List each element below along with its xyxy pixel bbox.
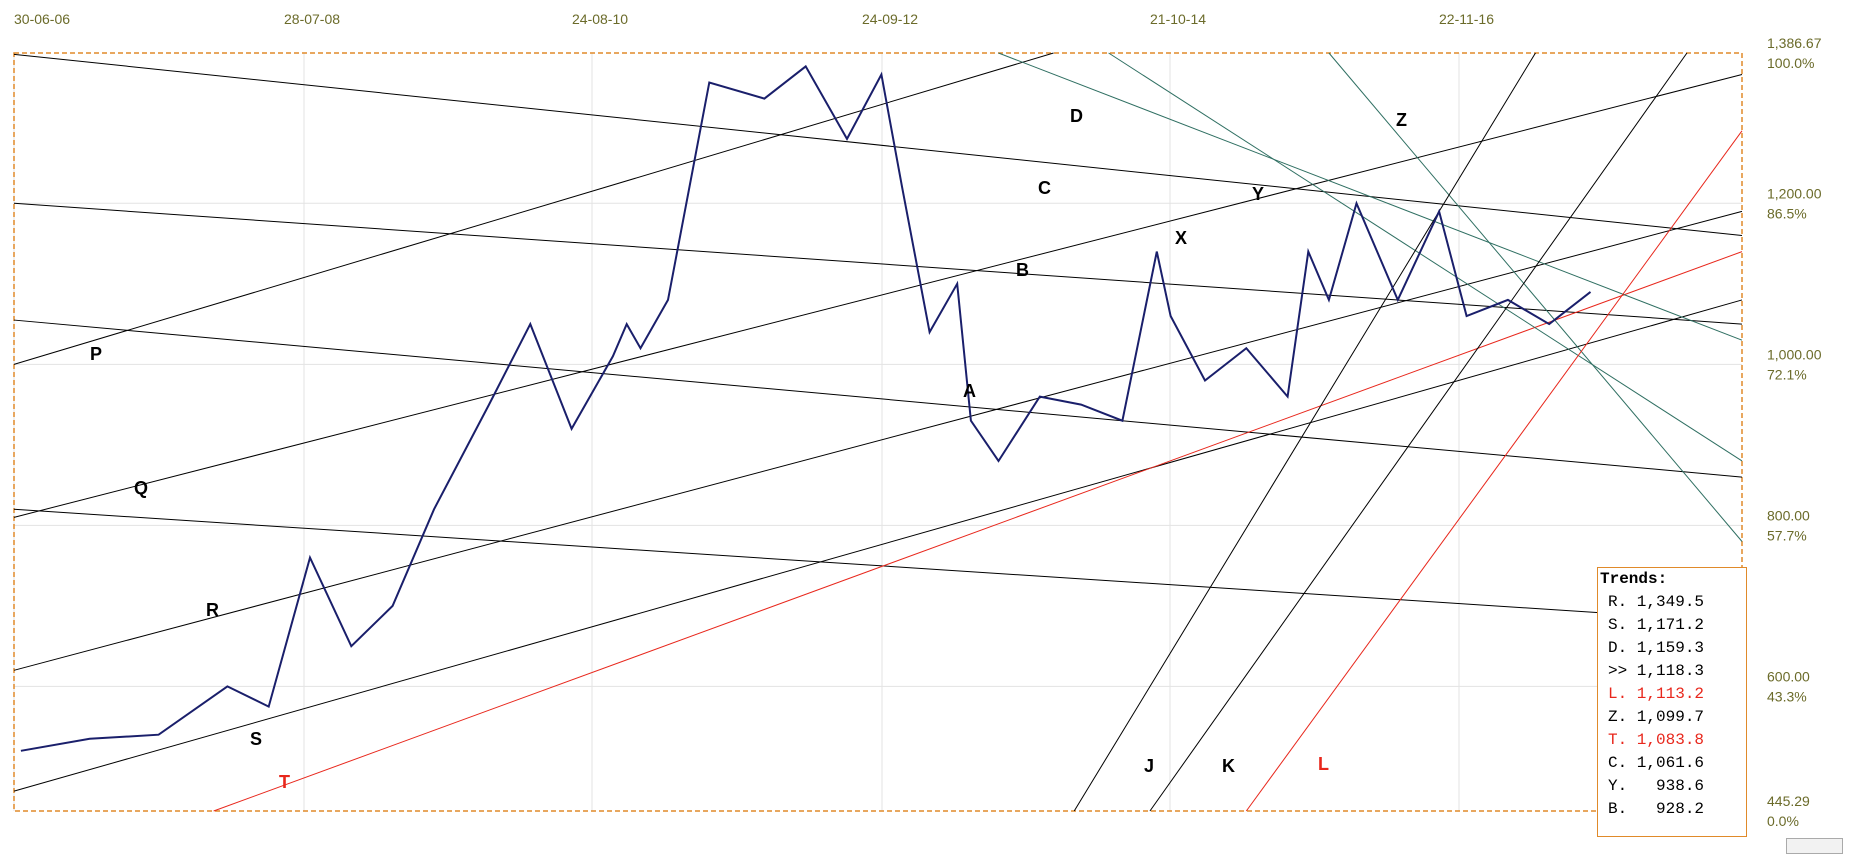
y-price-tick-label: 445.29: [1767, 793, 1810, 809]
x-axis: 30-06-06 28-07-08 24-08-10 24-09-12 21-10-14…: [14, 11, 1494, 27]
trendline-label-p: P: [90, 344, 102, 364]
trend-row: D. 1,159.3: [1608, 639, 1705, 657]
y-price-tick-label: 1,000.00: [1767, 346, 1822, 362]
trendline-label-c: C: [1038, 178, 1051, 198]
trendline: [13, 508, 1743, 623]
trendline: [13, 210, 1743, 671]
trendline-label-r: R: [206, 600, 219, 620]
trends-title: Trends:: [1600, 570, 1668, 588]
trendline: [1149, 52, 1688, 812]
x-tick-label: 21-10-14: [1150, 11, 1206, 27]
y-percent-tick-label: 72.1%: [1767, 366, 1807, 382]
y-percent-tick-label: 43.3%: [1767, 688, 1807, 704]
plot-frame: [13, 52, 1743, 812]
trendline: [1108, 52, 1743, 462]
trendline: [13, 53, 1743, 237]
chart-grid: [13, 53, 1742, 811]
trend-row: Y. 938.6: [1608, 777, 1705, 795]
trendline-label-j: J: [1144, 756, 1154, 776]
trendline: [1245, 130, 1743, 812]
trend-row: Z. 1,099.7: [1608, 708, 1705, 726]
trendline-label-z: Z: [1396, 110, 1407, 130]
trendline: [13, 73, 1743, 518]
price-series-line: [20, 64, 1592, 752]
trendline-label-k: K: [1222, 756, 1235, 776]
trendline-label-t: T: [279, 772, 290, 792]
trendline: [13, 202, 1743, 325]
y-price-tick-label: 800.00: [1767, 507, 1810, 523]
trendline: [1073, 52, 1536, 812]
trendline-label-d: D: [1070, 106, 1083, 126]
trendlines: [13, 52, 1743, 812]
x-tick-label: 24-08-10: [572, 11, 628, 27]
trendline-label-y: Y: [1252, 184, 1264, 204]
trend-row: L. 1,113.2: [1608, 685, 1705, 703]
x-tick-label: 30-06-06: [14, 11, 70, 27]
trend-row: S. 1,171.2: [1608, 616, 1705, 634]
y-percent-tick-label: 100.0%: [1767, 55, 1814, 71]
x-tick-label: 24-09-12: [862, 11, 918, 27]
y-percent-tick-label: 57.7%: [1767, 527, 1807, 543]
trends-box: Trends: R. 1,349.5 S. 1,171.2 D. 1,159.3 >>…: [1597, 567, 1747, 837]
y-axis: 1,386.67 100.0% 1,200.00 86.5% 1,000.00 72.1%…: [1767, 35, 1822, 829]
trendline-label-l: L: [1318, 754, 1329, 774]
trend-row: B. 928.2: [1608, 800, 1705, 818]
trendline-labels: D C B A P Q R S T X Y Z J K L: [90, 106, 1407, 792]
trendline-label-x: X: [1175, 228, 1187, 248]
trend-row: R. 1,349.5: [1608, 593, 1705, 611]
y-percent-tick-label: 86.5%: [1767, 205, 1807, 221]
trendline: [998, 52, 1743, 341]
x-tick-label: 28-07-08: [284, 11, 340, 27]
trendline-label-q: Q: [134, 478, 148, 498]
trendline-label-a: A: [963, 381, 976, 401]
trendline-label-s: S: [250, 729, 262, 749]
trendline: [1328, 52, 1743, 542]
trendline-label-b: B: [1016, 260, 1029, 280]
trendline: [13, 319, 1743, 478]
x-tick-label: 22-11-16: [1439, 11, 1494, 27]
trend-row: T. 1,083.8: [1608, 731, 1705, 749]
trendline: [213, 251, 1743, 812]
trendline: [13, 52, 1054, 365]
trend-row: >> 1,118.3: [1608, 662, 1705, 680]
y-price-tick-label: 1,386.67: [1767, 35, 1822, 51]
trends-list: R. 1,349.5 S. 1,171.2 D. 1,159.3 >> 1,118.3…: [1598, 591, 1746, 821]
y-price-tick-label: 1,200.00: [1767, 185, 1822, 201]
y-percent-tick-label: 0.0%: [1767, 813, 1799, 829]
y-price-tick-label: 600.00: [1767, 668, 1810, 684]
horizontal-scrollbar[interactable]: [1786, 838, 1843, 854]
trend-row: C. 1,061.6: [1608, 754, 1705, 772]
trendline: [13, 299, 1743, 792]
